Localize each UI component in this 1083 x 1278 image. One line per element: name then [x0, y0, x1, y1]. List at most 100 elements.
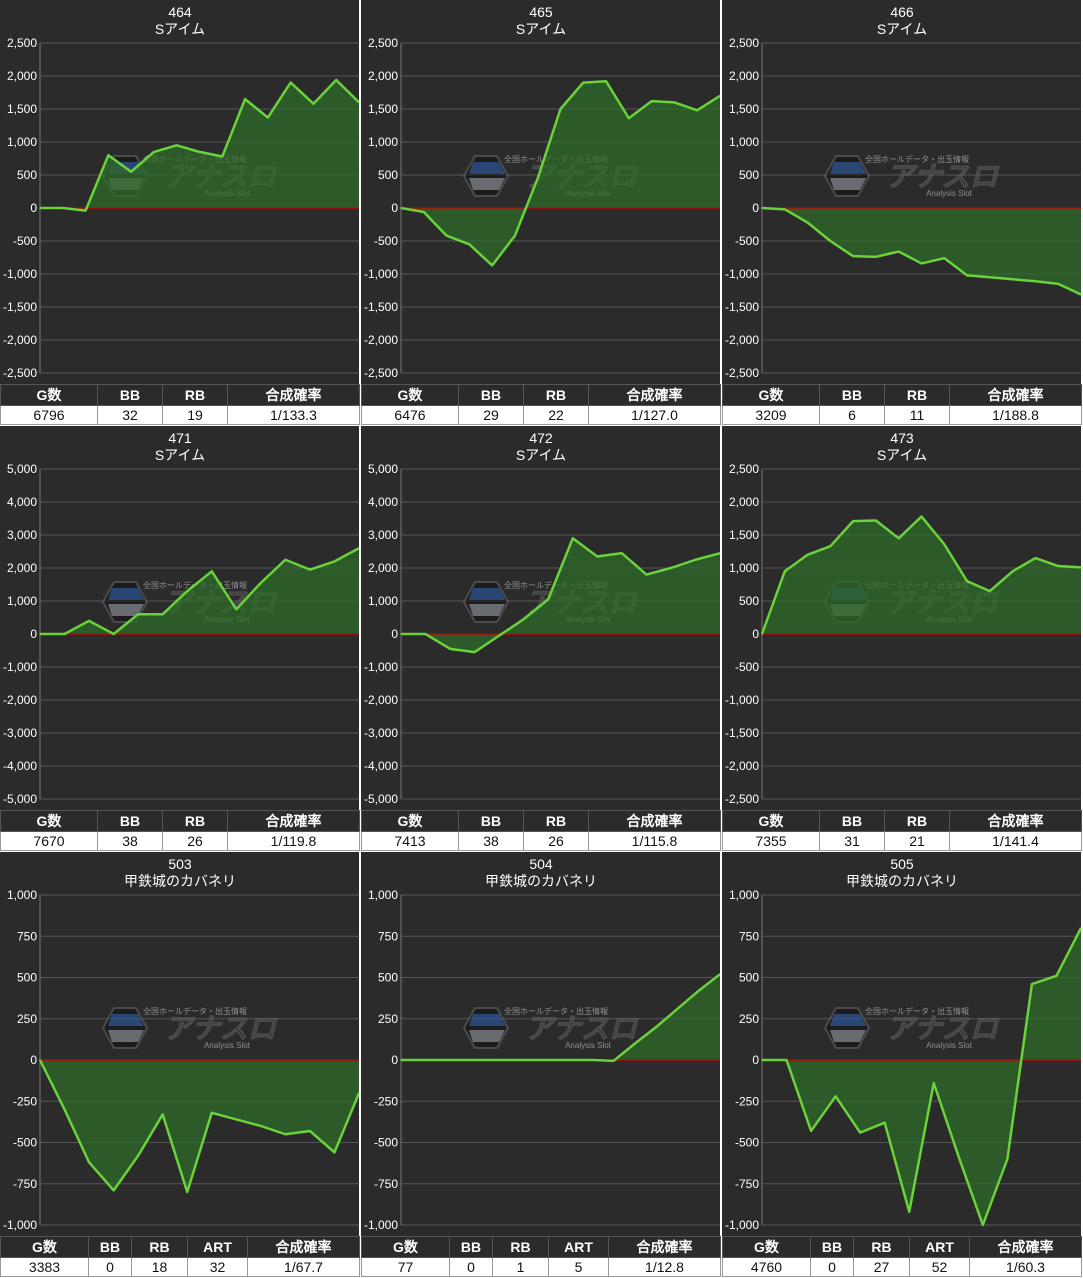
stats-table: G数 BB RB ART 合成確率 3383 0 18 32 1/67.7 [0, 1236, 360, 1277]
data-point [130, 170, 132, 173]
stats-table: G数 BB RB 合成確率 3209 6 11 1/188.8 [722, 384, 1082, 425]
data-point [309, 1130, 311, 1132]
watermark-tagline: 全国ホールデータ・出玉情報 [143, 1006, 247, 1016]
stats-header: ART [187, 1236, 248, 1258]
y-tick-label: 2,500 [729, 36, 759, 50]
stats-value-row: 7355 31 21 1/141.4 [722, 831, 1082, 851]
stats-value: 1/60.3 [969, 1257, 1082, 1277]
data-point [485, 1059, 487, 1061]
data-point [137, 613, 139, 615]
chart-panel-504: 504 甲鉄城のカバネリ 1,000 750 500 250 0 -250 -500 -750 -1… [361, 852, 721, 1277]
data-point [897, 537, 900, 540]
y-tick-label: -1,500 [725, 300, 759, 314]
y-tick-label: -1,500 [3, 300, 37, 314]
data-point [358, 547, 359, 549]
chart-panel-505: 505 甲鉄城のカバネリ 1,000 750 500 250 0 -250 -500 -750 -1… [722, 852, 1082, 1277]
y-tick-label: -2,000 [725, 759, 759, 773]
data-point [449, 648, 451, 650]
data-point [549, 1059, 551, 1061]
data-point [527, 1059, 530, 1061]
y-tick-label: -4,000 [364, 759, 398, 773]
y-tick-label: 1,000 [729, 561, 759, 575]
data-point [966, 580, 968, 582]
data-point [153, 151, 155, 153]
data-point [852, 255, 854, 257]
y-tick-label: -750 [374, 1177, 398, 1191]
data-point [966, 274, 968, 277]
y-tick-label: -1,500 [725, 726, 759, 740]
y-tick-label: -1,000 [364, 267, 398, 281]
stats-header: BB [819, 384, 885, 406]
data-point [400, 1059, 402, 1061]
y-tick-label: 1,500 [729, 102, 759, 116]
machine-number: 465 [529, 4, 553, 20]
y-tick-label: 1,000 [729, 888, 759, 902]
stats-header-row: G数 BB RB 合成確率 [722, 810, 1082, 832]
y-tick-label: -500 [13, 1136, 37, 1150]
y-tick-label: 1,000 [368, 135, 398, 149]
data-point [932, 1082, 935, 1084]
stats-value: 1/141.4 [949, 831, 1082, 851]
y-tick-label: -2,500 [3, 366, 37, 380]
data-point [309, 568, 311, 571]
stats-value: 0 [810, 1257, 854, 1277]
stats-value: 1/115.8 [588, 831, 721, 851]
logo-stripe-icon [108, 588, 144, 600]
stats-table: G数 BB RB 合成確率 6476 29 22 1/127.0 [361, 384, 721, 425]
stats-table: G数 BB RB 合成確率 7413 38 26 1/115.8 [361, 810, 721, 851]
data-point [39, 633, 41, 635]
series-area [762, 208, 1081, 295]
stats-header: RB [162, 384, 228, 406]
data-point [1080, 927, 1081, 929]
stats-header: RB [162, 810, 228, 832]
data-point [920, 515, 923, 518]
data-point [1006, 1158, 1009, 1160]
stats-header: 合成確率 [608, 1236, 721, 1258]
y-tick-label: -1,500 [364, 300, 398, 314]
data-point [260, 1125, 262, 1127]
stats-header: BB [458, 810, 524, 832]
y-tick-label: 500 [378, 971, 398, 985]
data-point [676, 1008, 679, 1010]
y-tick-label: 500 [739, 168, 759, 182]
y-tick-label: -2,000 [364, 693, 398, 707]
data-point [284, 1133, 287, 1136]
y-tick-label: 0 [391, 627, 398, 641]
y-tick-label: -500 [374, 234, 398, 248]
data-point [920, 262, 923, 265]
stats-value: 52 [909, 1257, 970, 1277]
data-point [943, 257, 946, 259]
y-tick-label: -500 [735, 660, 759, 674]
data-point [571, 537, 574, 540]
stats-header: 合成確率 [227, 384, 360, 406]
data-point [719, 95, 720, 97]
data-point [464, 1059, 466, 1061]
data-point [621, 552, 623, 554]
data-point [312, 102, 315, 105]
data-point [63, 1108, 66, 1111]
stats-value-row: 3209 6 11 1/188.8 [722, 405, 1082, 425]
y-tick-label: -2,500 [725, 366, 759, 380]
stats-value: 3209 [722, 405, 820, 425]
data-point [673, 101, 676, 104]
stats-table: G数 BB RB 合成確率 7355 31 21 1/141.4 [722, 810, 1082, 851]
chart-panel-471: 471 Sアイム 5,000 4,000 3,000 2,000 1,000 0 -1,000 -… [0, 426, 360, 851]
data-point [655, 1026, 657, 1028]
data-point [358, 101, 359, 104]
stats-value-row: 6796 32 19 1/133.3 [0, 405, 360, 425]
y-tick-label: -1,000 [725, 1218, 759, 1232]
data-point [289, 81, 292, 84]
y-tick-label: 0 [752, 627, 759, 641]
data-point [473, 651, 476, 653]
data-point [908, 1211, 911, 1213]
y-tick-label: -2,000 [725, 333, 759, 347]
stats-value: 7355 [722, 831, 820, 851]
stats-value-row: 77 0 1 5 1/12.8 [361, 1257, 721, 1277]
data-point [989, 590, 991, 592]
y-tick-label: 1,000 [7, 135, 37, 149]
stats-header: RB [492, 1236, 549, 1258]
data-point [358, 1092, 359, 1094]
data-point [645, 573, 648, 576]
